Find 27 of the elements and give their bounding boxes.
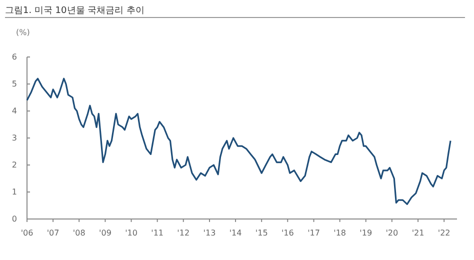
y-tick-label: 3 <box>12 134 17 143</box>
line-series <box>26 78 452 205</box>
x-tick-label: '22 <box>438 228 450 238</box>
x-tick-label: '13 <box>203 228 216 238</box>
x-tick-label: '16 <box>281 228 294 238</box>
x-tick-label: '11 <box>151 228 164 238</box>
y-tick-label: 6 <box>12 52 17 62</box>
x-tick-label: '14 <box>229 228 242 238</box>
x-tick-label: '07 <box>46 228 60 238</box>
x-tick-label: '15 <box>255 228 268 238</box>
y-axis-title: (%) <box>16 28 30 37</box>
y-tick-label: 2 <box>12 160 17 170</box>
y-tick-label: 5 <box>12 80 17 89</box>
chart-title: 그림1. 미국 10년물 국채금리 추이 <box>5 6 144 16</box>
x-tick-label: '09 <box>99 228 112 238</box>
y-tick-label: 1 <box>12 188 17 197</box>
x-tick-label: '20 <box>386 228 398 238</box>
x-tick-label: '17 <box>308 228 320 238</box>
y-tick-label: 4 <box>12 106 17 116</box>
x-tick-label: '18 <box>334 228 346 238</box>
y-tick-label: 0 <box>12 214 17 224</box>
x-tick-label: '21 <box>412 228 424 238</box>
x-tick-label: '19 <box>360 228 372 238</box>
x-tick-label: '08 <box>72 228 86 238</box>
x-tick-label: '12 <box>177 228 190 238</box>
x-tick-label: '06 <box>20 228 34 238</box>
x-tick-label: '10 <box>125 228 138 238</box>
